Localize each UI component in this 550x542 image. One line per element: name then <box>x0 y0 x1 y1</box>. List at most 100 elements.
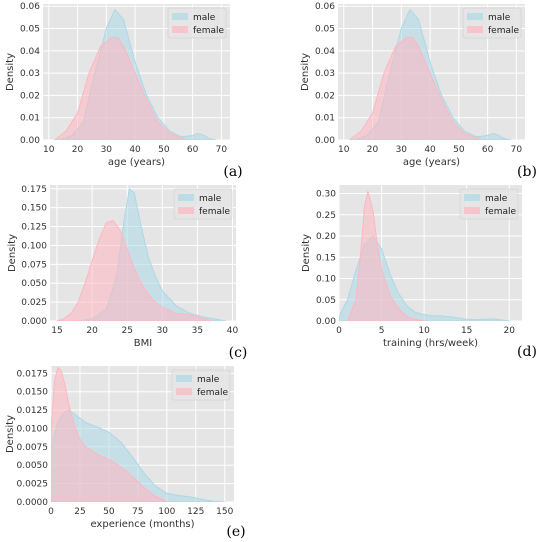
x-tick-label: 20 <box>504 326 516 336</box>
y-tick-label: 0.03 <box>315 69 335 79</box>
y-tick-label: 0.00 <box>316 317 336 327</box>
x-tick-label: 20 <box>86 326 98 336</box>
y-tick-label: 0.000 <box>21 317 47 327</box>
legend: male female <box>459 188 519 220</box>
panel-b: 10 20 30 40 50 60 70 0.00 0.01 0.02 0.03 0.04 0.05 0.… <box>300 2 537 180</box>
y-tick-label: 0.0100 <box>17 424 49 434</box>
y-tick-label: 0.125 <box>21 223 47 233</box>
y-axis-label: Density <box>7 234 18 272</box>
x-axis-label: experience (months) <box>90 519 194 530</box>
y-tick-label: 0.10 <box>316 275 336 285</box>
y-tick-label: 0.050 <box>21 279 47 289</box>
x-axis-label: BMI <box>134 338 152 349</box>
series-area-female <box>56 220 212 321</box>
legend-swatch-female <box>467 26 483 33</box>
y-tick-label: 0.0050 <box>17 461 49 471</box>
y-tick-label: 0.03 <box>20 69 40 79</box>
y-tick-label: 0.06 <box>20 2 40 12</box>
y-tick-label: 0.00 <box>315 136 335 146</box>
y-tick-label: 0.04 <box>20 47 40 57</box>
x-tick-label: 15 <box>461 326 472 336</box>
y-tick-label: 0.0125 <box>17 406 49 416</box>
y-tick-label: 0.150 <box>21 204 47 214</box>
legend-label-male: male <box>485 194 508 204</box>
x-tick-label: 10 <box>338 145 350 155</box>
y-tick-label: 0.05 <box>315 25 335 35</box>
x-tick-label: 100 <box>158 507 175 517</box>
legend-label-male: male <box>488 13 511 23</box>
panel-label: (e) <box>226 524 245 540</box>
panel-label: (b) <box>517 164 537 180</box>
legend-swatch-female <box>172 26 188 33</box>
x-tick-label: 75 <box>132 507 143 517</box>
x-tick-label: 60 <box>187 145 199 155</box>
y-tick-label: 0.05 <box>20 25 40 35</box>
y-tick-label: 0.075 <box>21 260 47 270</box>
legend-label-female: female <box>488 26 519 36</box>
y-tick-label: 0.0150 <box>17 388 49 398</box>
x-tick-label: 30 <box>396 145 408 155</box>
y-tick-label: 0.15 <box>316 253 336 263</box>
y-axis-label: Density <box>5 415 16 453</box>
x-tick-label: 50 <box>453 145 465 155</box>
x-tick-label: 10 <box>418 326 430 336</box>
x-tick-label: 0 <box>336 326 342 336</box>
y-tick-label: 0.30 <box>316 190 336 200</box>
legend: male female <box>167 7 227 39</box>
legend-label-male: male <box>199 194 222 204</box>
series-area-female <box>51 367 168 502</box>
x-tick-label: 50 <box>103 507 115 517</box>
x-tick-label: 25 <box>121 326 132 336</box>
legend-swatch-male <box>467 13 483 20</box>
x-tick-label: 30 <box>157 326 169 336</box>
x-tick-label: 30 <box>101 145 113 155</box>
panel-d: 0 5 10 15 20 0.00 0.05 0.10 0.15 0.20 0.25 0.30 trai… <box>301 185 537 360</box>
legend-swatch-female <box>464 207 480 214</box>
x-tick-label: 150 <box>216 507 233 517</box>
legend-label-female: female <box>197 388 228 398</box>
x-tick-label: 125 <box>187 507 204 517</box>
legend-swatch-male <box>464 194 480 201</box>
y-tick-label: 0.01 <box>315 114 335 124</box>
y-tick-label: 0.100 <box>21 241 47 251</box>
panel-label: (d) <box>517 344 537 360</box>
y-tick-label: 0.20 <box>316 232 336 242</box>
y-axis-label: Density <box>5 53 16 91</box>
x-tick-label: 40 <box>227 326 239 336</box>
y-tick-label: 0.04 <box>315 47 335 57</box>
legend-label-male: male <box>193 13 216 23</box>
legend: male female <box>173 188 233 220</box>
x-tick-label: 20 <box>72 145 84 155</box>
y-tick-label: 0.0175 <box>17 369 49 379</box>
series-area-female <box>349 36 483 140</box>
y-axis-label: Density <box>301 234 312 272</box>
x-tick-label: 25 <box>74 507 85 517</box>
y-tick-label: 0.06 <box>315 2 335 12</box>
y-tick-label: 0.01 <box>20 114 40 124</box>
y-tick-label: 0.175 <box>21 185 47 195</box>
legend: male female <box>462 7 522 39</box>
legend-label-male: male <box>197 375 220 385</box>
y-axis-label: Density <box>300 53 311 91</box>
x-tick-label: 60 <box>482 145 494 155</box>
legend-label-female: female <box>193 26 224 36</box>
x-axis-label: age (years) <box>108 157 165 168</box>
x-tick-label: 70 <box>216 145 228 155</box>
x-tick-label: 5 <box>379 326 385 336</box>
series-area-female <box>347 190 425 321</box>
legend: male female <box>171 369 231 401</box>
panel-e: 0 25 50 75 100 125 150 0.0000 0.0025 0.0050 0.0075… <box>5 366 246 540</box>
x-tick-label: 40 <box>129 145 141 155</box>
legend-label-female: female <box>485 207 516 217</box>
y-tick-label: 0.02 <box>315 91 335 101</box>
legend-swatch-male <box>172 13 188 20</box>
series-area-female <box>54 36 188 140</box>
y-tick-label: 0.00 <box>20 136 40 146</box>
x-tick-label: 70 <box>511 145 523 155</box>
x-tick-label: 0 <box>48 507 54 517</box>
x-tick-label: 15 <box>51 326 62 336</box>
x-axis-label: age (years) <box>403 157 460 168</box>
y-tick-label: 0.0075 <box>17 443 49 453</box>
legend-swatch-male <box>176 375 192 382</box>
